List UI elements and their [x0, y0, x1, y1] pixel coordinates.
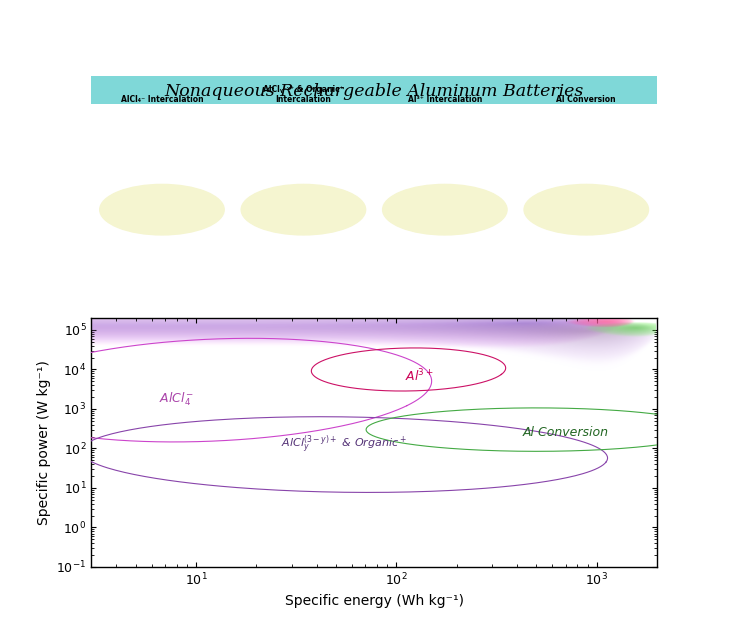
Text: AlCl$_4^-$: AlCl$_4^-$ — [159, 390, 194, 408]
Y-axis label: Specific power (W kg⁻¹): Specific power (W kg⁻¹) — [36, 360, 51, 525]
Circle shape — [383, 184, 507, 235]
Circle shape — [241, 184, 366, 235]
X-axis label: Specific energy (Wh kg⁻¹): Specific energy (Wh kg⁻¹) — [285, 594, 464, 608]
Text: Nonaqueous Rechargeable Aluminum Batteries: Nonaqueous Rechargeable Aluminum Batteri… — [164, 83, 584, 100]
Text: AlCl$_y^{(3-y)+}$ & Organic$^+$: AlCl$_y^{(3-y)+}$ & Organic$^+$ — [282, 434, 407, 457]
FancyBboxPatch shape — [91, 76, 657, 104]
Circle shape — [524, 184, 648, 235]
Text: Al³⁺ Intercalation: Al³⁺ Intercalation — [407, 95, 482, 104]
Circle shape — [100, 184, 224, 235]
Text: Al Conversion: Al Conversion — [523, 426, 609, 440]
Text: AlClᵧ⁻ʸ⁺ & Organic⁺
Intercalation: AlClᵧ⁻ʸ⁺ & Organic⁺ Intercalation — [263, 85, 344, 104]
Text: Al Conversion: Al Conversion — [556, 95, 616, 104]
Text: AlCl₄⁻ Intercalation: AlCl₄⁻ Intercalation — [120, 95, 203, 104]
Text: Al$^{3+}$: Al$^{3+}$ — [405, 368, 434, 384]
